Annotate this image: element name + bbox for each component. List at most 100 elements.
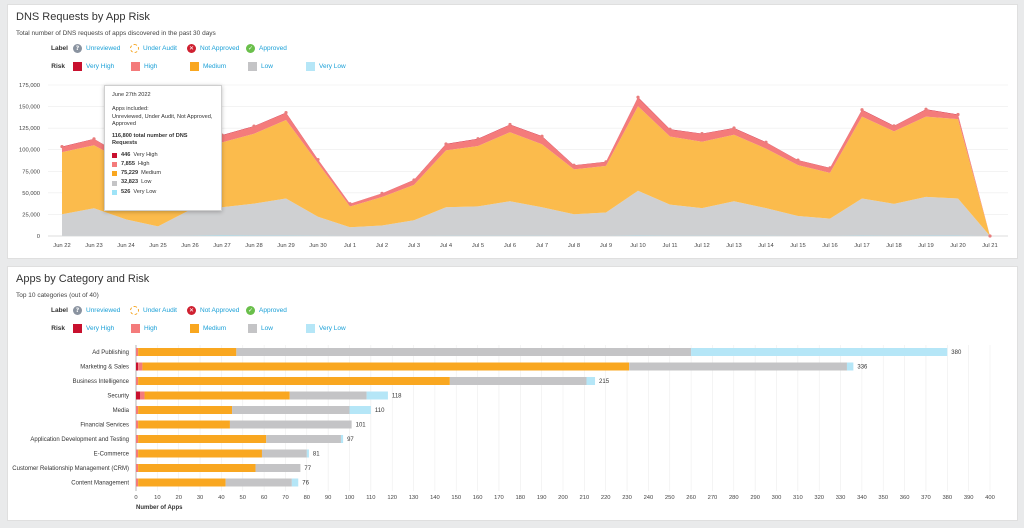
x-tick-label: Jun 28 — [245, 243, 262, 249]
medium-swatch — [190, 323, 199, 333]
legend-approved[interactable]: ✓ Approved — [246, 43, 287, 53]
x-tick-label: 10 — [154, 495, 160, 501]
x-tick-label: 150 — [451, 495, 461, 501]
very-high-swatch — [73, 61, 82, 71]
total-point — [60, 145, 64, 149]
legend-low[interactable]: Low — [248, 61, 306, 71]
legend-medium[interactable]: Medium — [190, 323, 248, 333]
area-series-medium — [62, 106, 990, 236]
bar-total-label: 81 — [313, 452, 320, 458]
tooltip-label: Very High — [133, 151, 158, 158]
legend-label: Medium — [203, 324, 227, 332]
bar-segment-medium — [144, 391, 290, 400]
y-tick-label: 75,000 — [22, 169, 40, 175]
bar-segment-low — [629, 362, 847, 371]
x-tick-label: 220 — [601, 495, 611, 501]
tooltip-apps-list: Unreviewed, Under Audit, Not Approved, A… — [112, 113, 213, 127]
x-tick-label: 110 — [366, 495, 375, 501]
legend-very-high[interactable]: Very High — [73, 323, 131, 333]
x-tick-label: 310 — [793, 495, 803, 501]
bar-segment-very-low — [306, 449, 309, 458]
legend-under-audit[interactable]: Under Audit — [130, 43, 187, 53]
x-tick-label: 70 — [282, 495, 288, 501]
legend-label: Approved — [259, 44, 287, 52]
legend-label: Very High — [86, 324, 115, 332]
tooltip-row-low: 32,823 Low — [112, 179, 214, 186]
legend-not-approved[interactable]: ✕ Not Approved — [187, 43, 246, 53]
question-icon: ? — [73, 305, 82, 315]
x-tick-label: 240 — [644, 495, 654, 501]
x-tick-label: 290 — [750, 495, 760, 501]
low-swatch — [248, 61, 257, 71]
total-point — [252, 124, 256, 128]
very-low-swatch — [306, 323, 315, 333]
legend-unreviewed[interactable]: ? Unreviewed — [73, 305, 130, 315]
legend-unreviewed[interactable]: ? Unreviewed — [73, 43, 130, 53]
x-tick-label: 40 — [218, 495, 224, 501]
legend-label: Unreviewed — [86, 44, 121, 52]
x-tick-label: 160 — [473, 495, 483, 501]
x-tick-label: 210 — [580, 495, 590, 501]
legend-very-low[interactable]: Very Low — [306, 323, 346, 333]
bar-segment-low — [449, 377, 587, 385]
legend-label: Low — [261, 62, 273, 70]
total-point — [732, 126, 736, 130]
legend-label: Very Low — [319, 62, 346, 70]
bar-segment-high — [138, 362, 143, 371]
x-tick-label: 300 — [772, 495, 782, 501]
x-tick-label: Jul 10 — [630, 243, 645, 249]
bar-total-label: 380 — [951, 350, 962, 356]
y-tick-label: 0 — [37, 234, 40, 240]
bar-total-label: 76 — [302, 481, 309, 487]
x-tick-label: 390 — [964, 495, 974, 501]
legend-medium[interactable]: Medium — [190, 61, 248, 71]
label-legend: Label ? Unreviewed Under Audit ✕ Not Appro… — [51, 304, 287, 316]
total-point — [924, 107, 928, 111]
bar-segment-medium — [138, 406, 233, 414]
legend-very-high[interactable]: Very High — [73, 61, 131, 71]
total-point — [92, 137, 96, 141]
tooltip-value: 75,229 — [121, 170, 139, 177]
bar-segment-medium — [138, 348, 237, 356]
bar-segment-high — [140, 391, 145, 400]
total-point — [572, 163, 576, 167]
y-tick-label: 50,000 — [22, 191, 40, 197]
total-point — [956, 112, 960, 117]
bar-segment-medium — [138, 449, 262, 458]
legend-label: Very Low — [319, 324, 346, 332]
x-tick-label: Jul 8 — [568, 243, 580, 249]
total-point — [860, 108, 864, 112]
x-tick-label: Jun 27 — [213, 243, 230, 249]
legend-low[interactable]: Low — [248, 323, 306, 333]
legend-approved[interactable]: ✓ Approved — [246, 305, 287, 315]
bar-segment-high — [136, 377, 139, 385]
dns-panel-title: DNS Requests by App Risk — [16, 11, 150, 23]
total-point — [316, 157, 320, 162]
question-icon: ? — [73, 43, 82, 53]
x-tick-label: 30 — [197, 495, 203, 501]
x-tick-label: 340 — [857, 495, 867, 501]
bar-segment-medium — [138, 464, 256, 472]
risk-legend-title: Risk — [51, 62, 65, 70]
total-point — [828, 166, 832, 170]
bar-total-label: 110 — [375, 408, 385, 414]
x-tick-label: 370 — [921, 495, 931, 501]
bar-segment-low — [225, 478, 292, 487]
legend-not-approved[interactable]: ✕ Not Approved — [187, 305, 246, 315]
x-tick-label: Jul 11 — [662, 243, 677, 249]
x-tick-label: 250 — [665, 495, 675, 501]
bar-segment-very-low — [291, 478, 299, 487]
bar-segment-low — [229, 420, 352, 429]
legend-high[interactable]: High — [131, 323, 190, 333]
tooltip-value: 526 — [121, 188, 131, 195]
total-point — [540, 134, 544, 138]
legend-under-audit[interactable]: Under Audit — [130, 305, 187, 315]
total-point — [348, 202, 352, 206]
total-point — [380, 191, 384, 195]
x-tick-label: 170 — [494, 495, 504, 501]
bar-segment-very-low — [366, 391, 388, 400]
x-tick-label: Jul 5 — [472, 243, 484, 249]
legend-high[interactable]: High — [131, 61, 190, 71]
bar-segment-high — [136, 435, 139, 443]
legend-very-low[interactable]: Very Low — [306, 61, 346, 71]
